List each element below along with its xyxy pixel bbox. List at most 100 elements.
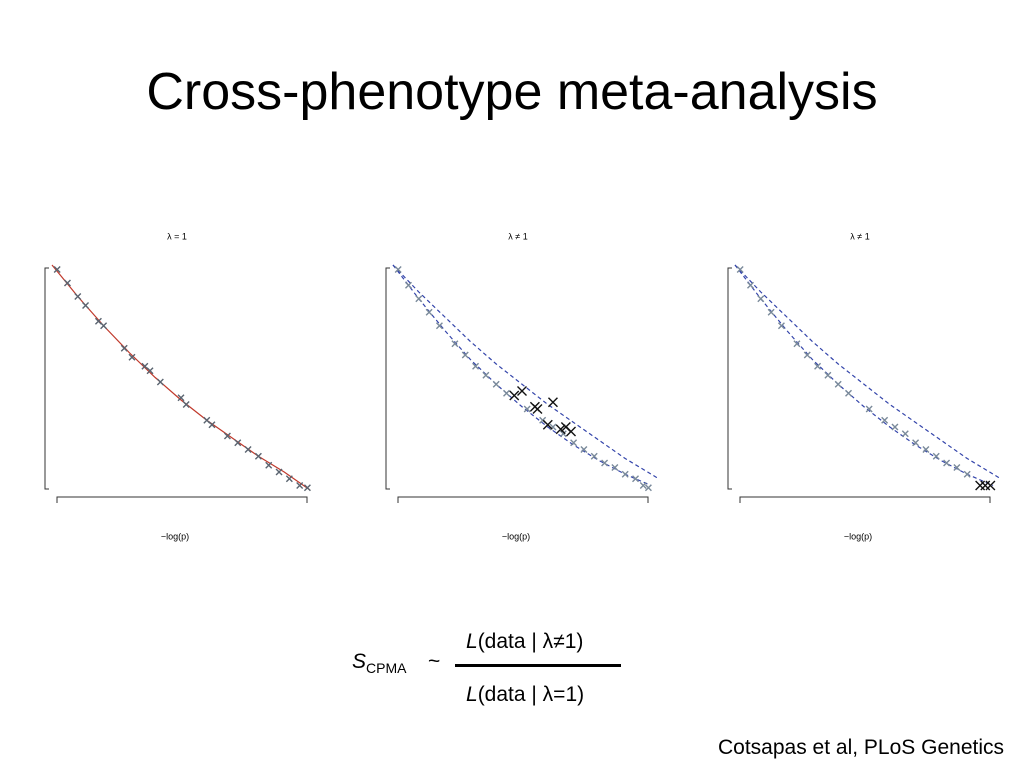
point [757,295,765,303]
point [845,389,853,397]
point [177,394,185,402]
point [736,266,744,273]
point [394,266,402,273]
x-axis-label: −log(p) [844,531,872,541]
point [275,468,283,476]
point [244,446,252,453]
point [803,351,811,359]
point [404,281,412,289]
point [580,446,588,453]
point [963,470,971,478]
point [891,423,899,431]
point [482,371,490,379]
point [549,423,557,431]
fit-curve [734,264,994,487]
point [223,432,231,440]
point [509,390,520,401]
point [435,322,443,330]
point [523,405,531,413]
formula-symbol: S [352,650,367,673]
y-axis [385,267,390,490]
point [777,322,785,330]
point [303,484,311,492]
point [793,340,801,348]
point [182,401,190,408]
point [472,362,480,370]
point [901,430,909,438]
numerator-text: (data | λ≠1) [477,630,584,653]
point [865,405,873,413]
point [128,353,136,361]
point [601,459,609,467]
x-axis-label: −log(p) [502,531,530,541]
point [503,389,511,397]
point [746,281,754,289]
point [566,426,577,437]
point [82,302,90,309]
denominator-text: (data | λ=1) [477,683,585,706]
point [156,378,164,386]
point [922,446,930,453]
point [632,475,640,483]
point [555,424,566,435]
x-axis [56,496,308,503]
slide-title: Cross-phenotype meta-analysis [146,63,878,121]
point [953,464,961,471]
point [100,322,108,330]
point [63,279,71,287]
formula-subscript: CPMA [366,660,407,677]
point [285,475,293,483]
point [296,482,304,489]
formula-relation: ~ [428,650,441,673]
numerator-var: L [466,630,478,653]
point [74,293,82,300]
denominator-var: L [466,683,478,706]
point [451,340,459,348]
point [824,371,832,379]
point [559,430,567,438]
point [611,464,619,471]
fit-curve [392,264,652,487]
point [834,380,842,388]
fit-curve [392,264,660,480]
panel-title: λ = 1 [167,231,187,241]
point [767,308,775,316]
fraction-bar [455,664,621,667]
y-axis [727,267,732,490]
point [234,439,242,447]
x-axis [397,496,649,503]
point [639,482,647,489]
point [415,295,423,303]
point [254,452,262,460]
fit-curve [51,264,311,491]
point [517,386,527,396]
point [985,480,996,491]
point [621,470,629,478]
point [547,397,558,408]
point [53,266,61,273]
point [644,484,652,492]
point [943,459,951,467]
point [932,452,940,460]
point [590,452,598,460]
point [265,461,273,469]
point [532,404,543,414]
panel-title: λ ≠ 1 [508,231,527,241]
point [980,480,991,491]
point [570,439,578,447]
formula-lhs: SCPMA [352,650,406,676]
formula-denominator: L(data | λ=1) [466,683,584,707]
citation: Cotsapas et al, PLoS Genetics [718,736,1004,759]
point [461,351,469,359]
panel-title: λ ≠ 1 [850,231,869,241]
formula-numerator: L(data | λ≠1) [466,630,583,654]
point [814,362,822,370]
point [881,416,889,424]
fit-curve [734,264,1002,480]
x-axis-label: −log(p) [161,531,189,541]
x-axis [739,496,991,503]
point [425,308,433,316]
point [146,367,154,375]
